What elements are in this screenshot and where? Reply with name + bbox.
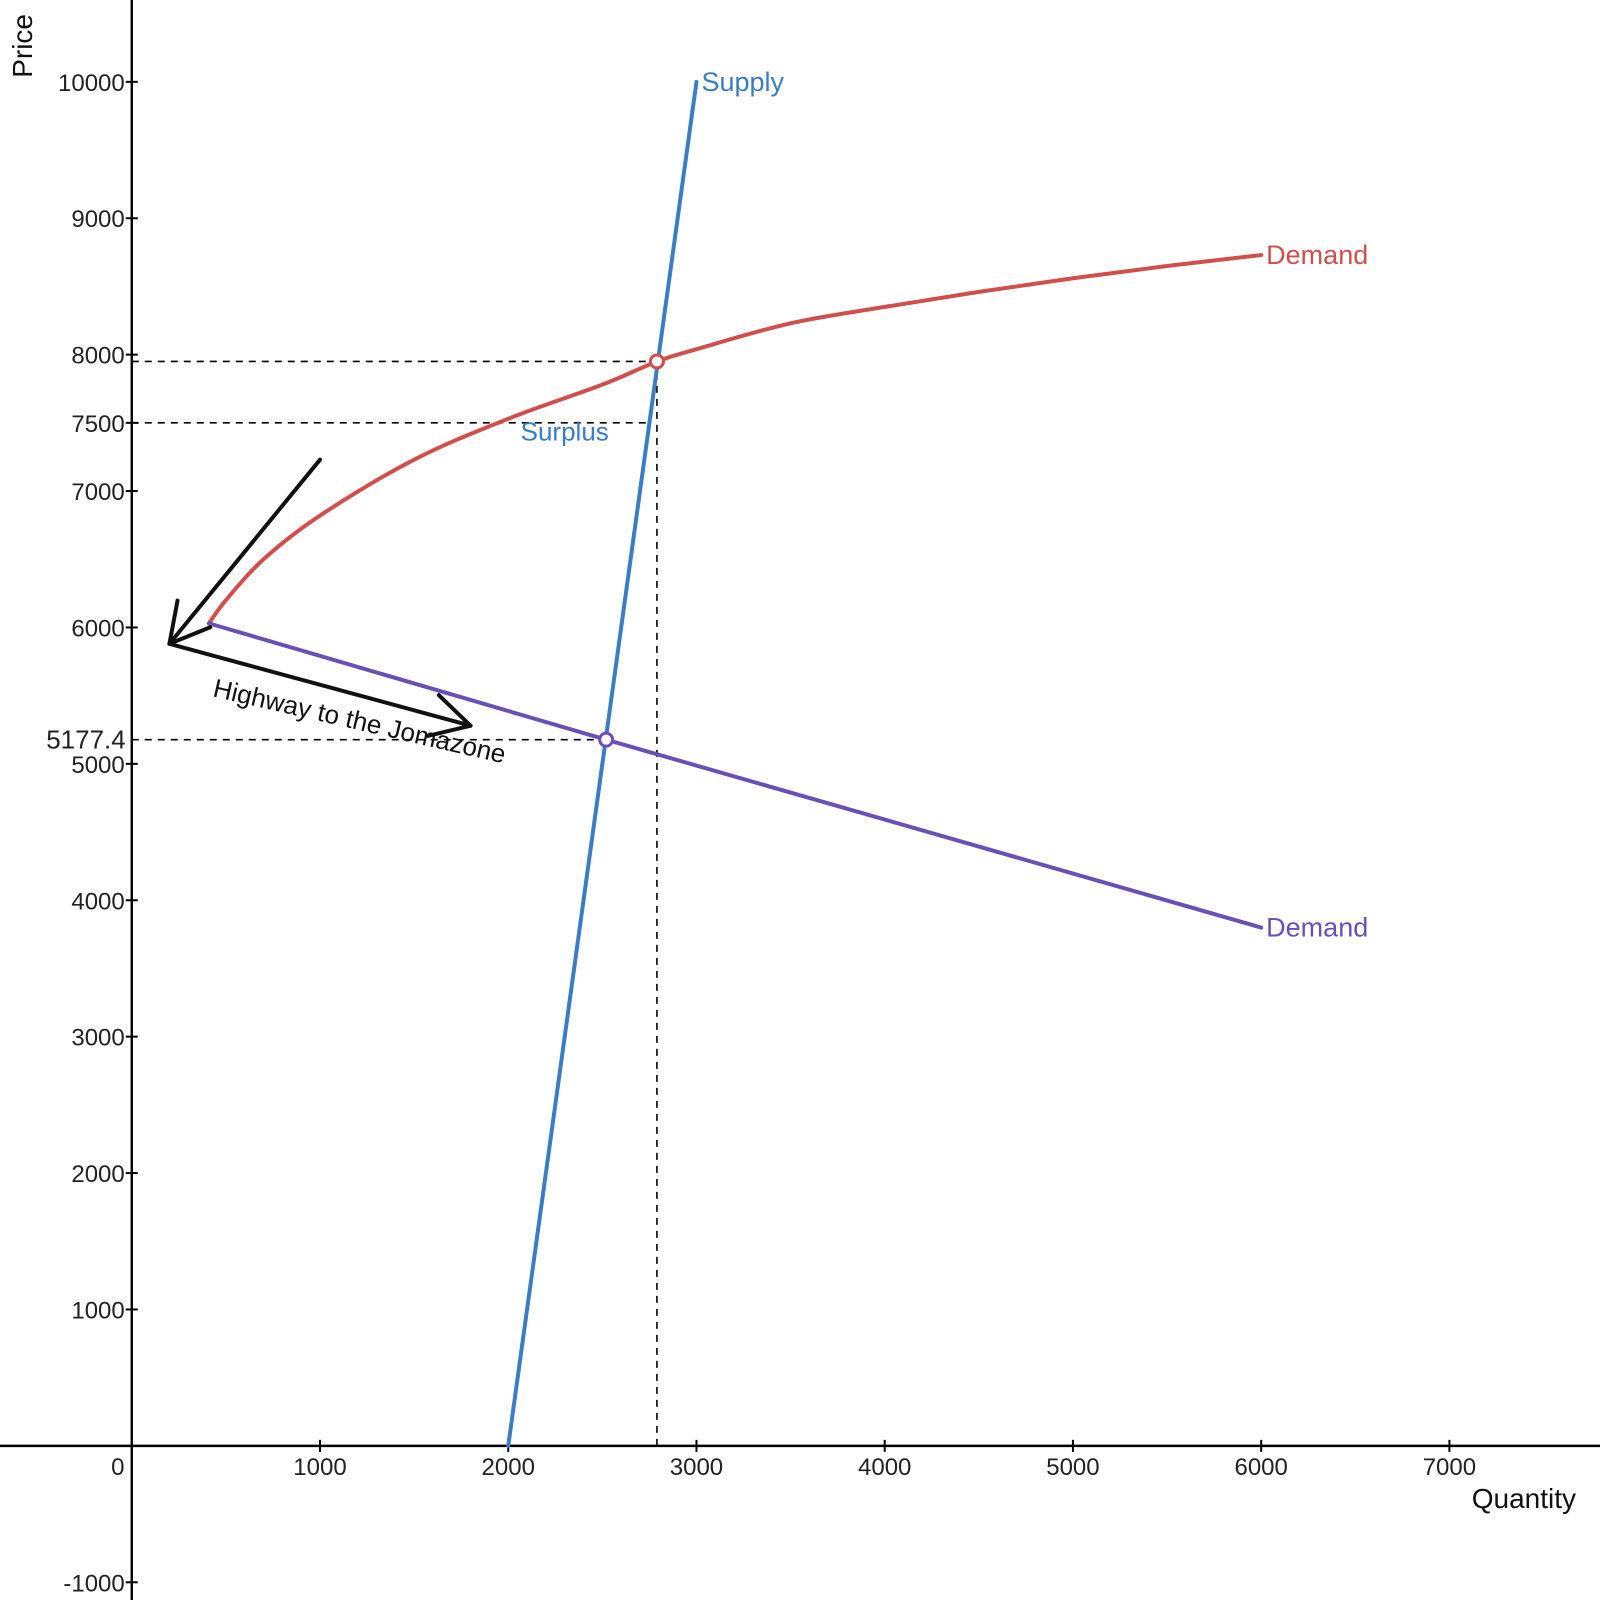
x-tick-label: 6000 — [1234, 1454, 1287, 1481]
y-tick-label: -1000 — [63, 1570, 124, 1597]
x-tick-label: 0 — [111, 1454, 124, 1481]
series-lines — [206, 79, 1264, 1448]
supply-line-label: Supply — [701, 67, 784, 97]
y-tick-label: 3000 — [71, 1025, 124, 1052]
x-tick-label: 1000 — [293, 1454, 346, 1481]
demand-line-purple-label: Demand — [1266, 913, 1368, 943]
arrow-head-1 — [425, 693, 473, 738]
axis-ticks: 0 1000 2000 3000 4000 5000 6000 7000 -1000 1000 20… — [58, 70, 1476, 1597]
y-tick-label: 2000 — [71, 1161, 124, 1188]
intersection-point-0 — [648, 353, 665, 370]
hand-drawn-arrows — [167, 457, 473, 738]
y-tick-label: 1000 — [71, 1297, 124, 1324]
reference-lines — [131, 360, 658, 1446]
intersection-points — [598, 353, 665, 748]
y-tick-label: 8000 — [71, 343, 124, 370]
y-tick-label: 6000 — [71, 615, 124, 642]
y-tick-label: 9000 — [71, 206, 124, 233]
intersection-point-1 — [598, 731, 615, 748]
y-axis-title: Price — [7, 14, 38, 78]
value-label: 5177.4 — [46, 725, 126, 755]
y-tick-label: 10000 — [58, 70, 125, 97]
supply-line — [506, 79, 699, 1448]
arrow-shaft-0 — [167, 457, 322, 646]
y-tick-label: 5000 — [71, 752, 124, 779]
x-tick-label: 5000 — [1046, 1454, 1099, 1481]
surplus-label: Surplus — [521, 417, 609, 447]
demand-line-purple — [206, 621, 1264, 930]
demand-curve-red — [206, 253, 1264, 626]
demand-curve-red-label: Demand — [1266, 240, 1368, 270]
x-tick-label: 2000 — [482, 1454, 535, 1481]
y-tick-label: 7000 — [71, 479, 124, 506]
arrow-shaft-1 — [167, 641, 473, 728]
x-axis-title: Quantity — [1472, 1483, 1576, 1514]
y-tick-label: 4000 — [71, 888, 124, 915]
y-tick-label: 7500 — [71, 411, 124, 438]
x-tick-label: 3000 — [670, 1454, 723, 1481]
x-tick-label: 4000 — [858, 1454, 911, 1481]
chart-labels: Quantity Price Supply Demand Demand 5177.4 Sur… — [7, 14, 1576, 1514]
x-tick-label: 7000 — [1423, 1454, 1476, 1481]
